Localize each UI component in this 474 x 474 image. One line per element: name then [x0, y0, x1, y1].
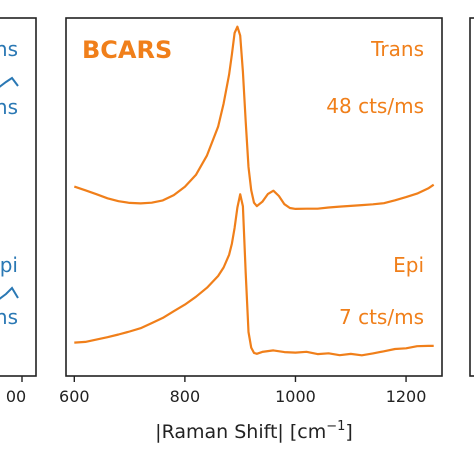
x-axis-ticks: 600 800 1000 1200 [59, 376, 426, 406]
epi-trace [74, 193, 434, 357]
trans-trace [73, 25, 435, 210]
x-axis-label: |Raman Shift| [cm−1] [155, 419, 353, 443]
left-panel-label-4: ns [0, 305, 18, 329]
left-panel-label-2: ns [0, 95, 18, 119]
data-traces [73, 25, 435, 357]
left-panel-label-3: pi [0, 253, 18, 277]
epi-label: Epi [393, 253, 424, 277]
left-panel-label-1: ns [0, 37, 18, 61]
main-panel: 600 800 1000 1200 BCARS Trans 48 cts/ms Epi… [59, 17, 443, 443]
x-tick-label-1200: 1200 [386, 387, 427, 406]
right-panel [469, 17, 474, 377]
trans-label: Trans [370, 37, 424, 61]
left-panel-xtick-label: 00 [6, 387, 26, 406]
x-tick-label-1000: 1000 [275, 387, 316, 406]
right-panel-frame [469, 17, 474, 377]
left-panel: 00 ns ns pi ns [0, 17, 37, 406]
main-panel-frame [65, 17, 443, 377]
left-panel-frame [0, 17, 37, 377]
x-tick-label-800: 800 [170, 387, 201, 406]
trans-rate-label: 48 cts/ms [326, 94, 424, 118]
x-tick-label-600: 600 [59, 387, 90, 406]
panel-title: BCARS [82, 36, 172, 64]
left-panel-trace-2 [0, 286, 19, 300]
epi-rate-label: 7 cts/ms [339, 305, 424, 329]
left-panel-trace-1 [0, 76, 19, 88]
